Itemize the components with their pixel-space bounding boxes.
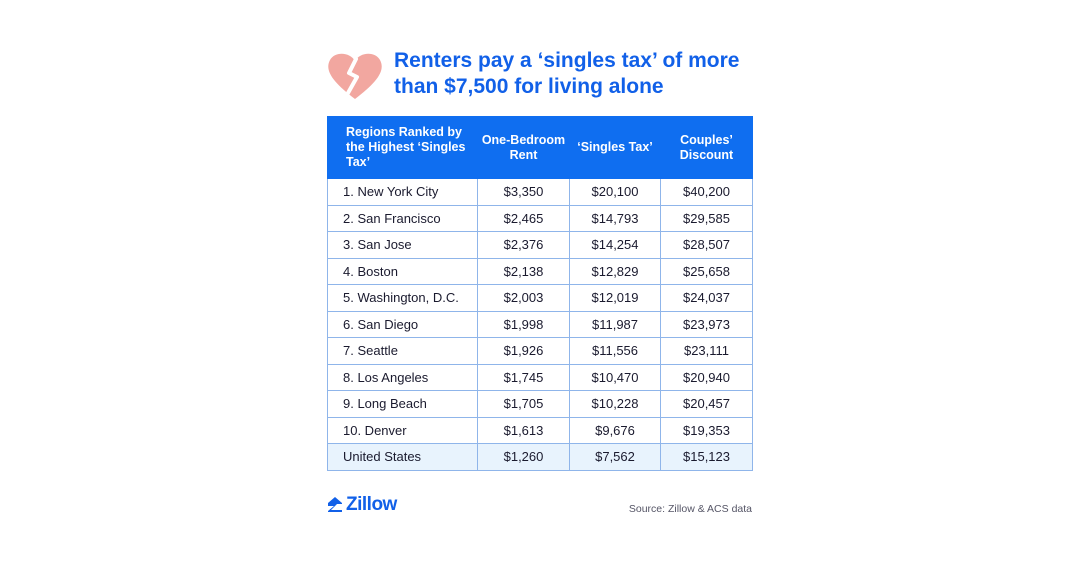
cell-region: 9. Long Beach [327, 390, 478, 418]
cell-region: 8. Los Angeles [327, 363, 478, 391]
cell-region: 1. New York City [327, 178, 478, 206]
cell-region: United States [327, 443, 478, 471]
cell-rent: $1,705 [477, 390, 570, 418]
cell-singles-tax: $12,019 [569, 284, 661, 312]
table-row: 8. Los Angeles $1,745 $10,470 $20,940 [327, 363, 753, 391]
cell-couples-discount: $19,353 [660, 416, 753, 444]
cell-rent: $2,003 [477, 284, 570, 312]
table-row: 6. San Diego $1,998 $11,987 $23,973 [327, 310, 753, 338]
cell-rent: $2,376 [477, 231, 570, 259]
cell-singles-tax: $14,254 [569, 231, 661, 259]
cell-singles-tax: $14,793 [569, 204, 661, 232]
cell-rent: $1,745 [477, 363, 570, 391]
cell-singles-tax: $20,100 [569, 178, 661, 206]
header: Renters pay a ‘singles tax’ of more than… [326, 46, 766, 106]
table-row-total: United States $1,260 $7,562 $15,123 [327, 443, 753, 471]
cell-singles-tax: $12,829 [569, 257, 661, 285]
table-row: 3. San Jose $2,376 $14,254 $28,507 [327, 231, 753, 259]
cell-singles-tax: $10,228 [569, 390, 661, 418]
cell-couples-discount: $20,940 [660, 363, 753, 391]
source-note: Source: Zillow & ACS data [628, 503, 752, 515]
cell-couples-discount: $28,507 [660, 231, 753, 259]
cell-rent: $1,260 [477, 443, 570, 471]
cell-couples-discount: $40,200 [660, 178, 753, 206]
cell-couples-discount: $23,111 [660, 337, 753, 365]
cell-region: 7. Seattle [327, 337, 478, 365]
cell-rent: $2,138 [477, 257, 570, 285]
cell-rent: $1,998 [477, 310, 570, 338]
cell-singles-tax: $10,470 [569, 363, 661, 391]
singles-tax-table: Regions Ranked by the Highest ‘Singles T… [327, 116, 753, 471]
table-row: 9. Long Beach $1,705 $10,228 $20,457 [327, 390, 753, 418]
broken-heart-icon [328, 53, 382, 99]
cell-region: 10. Denver [327, 416, 478, 444]
zillow-logo-text: Zillow [346, 494, 397, 515]
table-row: 5. Washington, D.C. $2,003 $12,019 $24,037 [327, 284, 753, 312]
cell-rent: $2,465 [477, 204, 570, 232]
cell-region: 2. San Francisco [327, 204, 478, 232]
zillow-house-icon [328, 497, 342, 512]
cell-region: 5. Washington, D.C. [327, 284, 478, 312]
page-title: Renters pay a ‘singles tax’ of more than… [394, 49, 740, 98]
table-row: 1. New York City $3,350 $20,100 $40,200 [327, 178, 753, 206]
table-row: 10. Denver $1,613 $9,676 $19,353 [327, 416, 753, 444]
table-header-row: Regions Ranked by the Highest ‘Singles T… [327, 116, 753, 179]
cell-couples-discount: $25,658 [660, 257, 753, 285]
cell-region: 4. Boston [327, 257, 478, 285]
cell-rent: $3,350 [477, 178, 570, 206]
column-header-singles-tax: ‘Singles Tax’ [569, 116, 661, 179]
cell-couples-discount: $24,037 [660, 284, 753, 312]
table-row: 4. Boston $2,138 $12,829 $25,658 [327, 257, 753, 285]
cell-rent: $1,613 [477, 416, 570, 444]
cell-singles-tax: $7,562 [569, 443, 661, 471]
table-row: 7. Seattle $1,926 $11,556 $23,111 [327, 337, 753, 365]
column-header-couples-discount: Couples’ Discount [660, 116, 753, 179]
column-header-rent: One-Bedroom Rent [477, 116, 570, 179]
cell-region: 3. San Jose [327, 231, 478, 259]
cell-region: 6. San Diego [327, 310, 478, 338]
cell-rent: $1,926 [477, 337, 570, 365]
cell-couples-discount: $23,973 [660, 310, 753, 338]
cell-couples-discount: $15,123 [660, 443, 753, 471]
table-row: 2. San Francisco $2,465 $14,793 $29,585 [327, 204, 753, 232]
cell-couples-discount: $20,457 [660, 390, 753, 418]
cell-singles-tax: $9,676 [569, 416, 661, 444]
cell-couples-discount: $29,585 [660, 204, 753, 232]
cell-singles-tax: $11,556 [569, 337, 661, 365]
cell-singles-tax: $11,987 [569, 310, 661, 338]
column-header-region: Regions Ranked by the Highest ‘Singles T… [327, 116, 478, 179]
